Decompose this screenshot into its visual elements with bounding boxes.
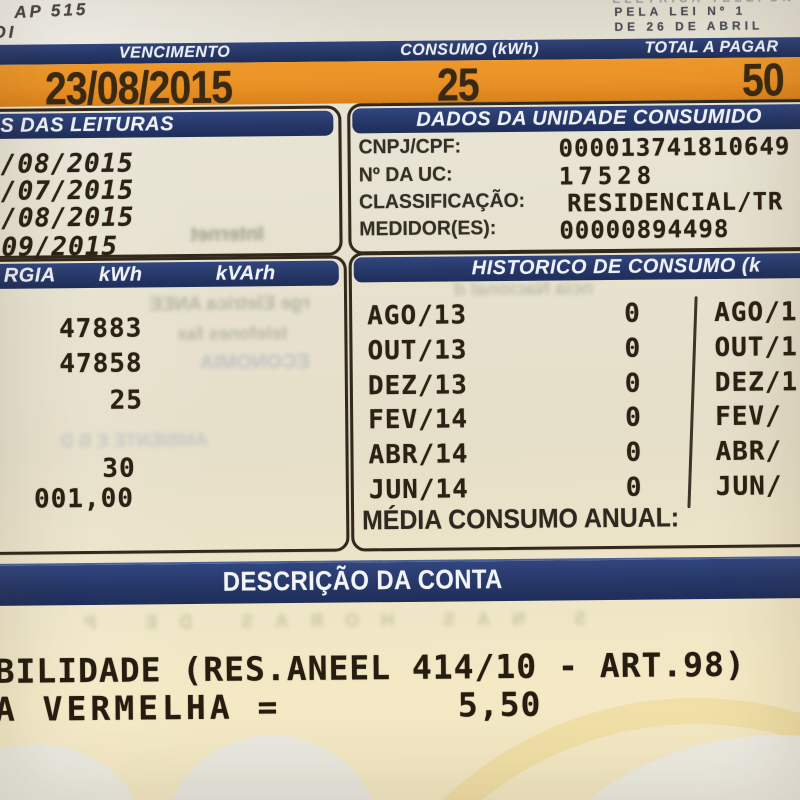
leitura-date: /08/2015 bbox=[1, 202, 135, 234]
energia-value: 47883 bbox=[58, 313, 143, 345]
showthrough-text: ECONOMIA bbox=[199, 350, 310, 374]
historico-value: 0 bbox=[625, 402, 641, 433]
field-value-cnpj: 000013741810649 bbox=[558, 132, 791, 163]
panel-dados-unidade: DADOS DA UNIDADE CONSUMIDO CNPJ/CPF: 000… bbox=[347, 98, 800, 255]
field-value-classificacao: RESIDENCIAL/TR bbox=[566, 187, 784, 218]
panel-dados-unidade-title: DADOS DA UNIDADE CONSUMIDO bbox=[352, 103, 800, 134]
panel-datas-leituras-title: S DAS LEITURAS bbox=[0, 110, 334, 140]
showthrough-text: Internet bbox=[190, 223, 264, 247]
historico-month: DEZ/13 bbox=[367, 370, 468, 402]
energia-value: 30 bbox=[102, 453, 136, 484]
energia-value: 25 bbox=[109, 385, 144, 416]
energia-title-fragment: RGIA bbox=[3, 264, 56, 287]
historico-month-right: AGO/1 bbox=[714, 297, 798, 328]
historico-month: OUT/13 bbox=[367, 335, 468, 367]
historico-month-right: JUN/ bbox=[715, 471, 783, 502]
historico-month-right: OUT/1 bbox=[714, 332, 798, 363]
historico-column-divider bbox=[687, 296, 698, 509]
col-header-kvarh: kVArh bbox=[215, 262, 276, 285]
descricao-da-conta-title: DESCRIÇÃO DA CONTA bbox=[222, 564, 503, 597]
conta-line-bandeira-value: 5,50 bbox=[457, 684, 542, 725]
historico-month: ABR/14 bbox=[368, 439, 469, 471]
field-label-cnpj: CNPJ/CPF: bbox=[358, 135, 462, 159]
showthrough-text: AMBIENTE E B D bbox=[60, 429, 208, 452]
panel-energia-header: RGIA kWh kVArh bbox=[0, 260, 339, 290]
historico-month: AGO/13 bbox=[367, 300, 468, 332]
conta-line-bandeira-label: A VERMELHA = bbox=[0, 687, 282, 729]
energia-value: 47858 bbox=[59, 348, 143, 380]
handwritten-address-fragment: OI bbox=[0, 22, 17, 42]
historico-month: JUN/14 bbox=[368, 474, 469, 506]
panel-datas-leituras: S DAS LEITURAS /08/2015 /07/2015 /08/201… bbox=[0, 105, 343, 263]
legal-text-line: DE 26 DE ABRIL bbox=[614, 18, 764, 34]
historico-month-right: FEV/ bbox=[715, 401, 782, 432]
field-value-medidor: 00000894498 bbox=[559, 214, 730, 245]
historico-value: 0 bbox=[624, 298, 640, 329]
showthrough-text: telefones fax bbox=[177, 323, 288, 345]
field-label-uc: Nº DA UC: bbox=[358, 163, 453, 187]
showthrough-text: S NAS HORAS DE P bbox=[62, 608, 587, 634]
showthrough-text: rge Eletrica ANEE bbox=[148, 292, 311, 316]
field-value-uc: 17528 bbox=[558, 161, 657, 191]
energia-value: 001,00 bbox=[33, 483, 135, 515]
historico-month-right: ABR/ bbox=[715, 436, 783, 467]
field-label-medidor: MEDIDOR(ES): bbox=[359, 217, 497, 241]
historico-month: FEV/14 bbox=[368, 404, 469, 436]
media-consumo-anual-label: MÉDIA CONSUMO ANUAL: bbox=[362, 502, 680, 536]
handwritten-address-fragment: AP 515 bbox=[13, 0, 89, 22]
field-label-classificacao: CLASSIFICAÇÃO: bbox=[358, 189, 526, 214]
historico-value: 0 bbox=[625, 437, 642, 468]
showthrough-text: ncia Nacional d bbox=[453, 278, 594, 301]
total-a-pagar-value: 50 bbox=[741, 53, 784, 106]
historico-value: 0 bbox=[624, 333, 641, 364]
legal-text-line: PELA LEI Nº 1 bbox=[614, 3, 747, 19]
conta-line-aneel: BILIDADE (RES.ANEEL 414/10 - ART.98) bbox=[0, 644, 746, 691]
vencimento-value: 23/08/2015 bbox=[44, 60, 233, 115]
historico-value: 0 bbox=[624, 368, 641, 399]
historico-value: 0 bbox=[625, 472, 642, 503]
historico-month-right: DEZ/1 bbox=[714, 367, 799, 398]
col-header-kwh: kWh bbox=[98, 263, 143, 286]
consumo-value: 25 bbox=[436, 58, 480, 111]
